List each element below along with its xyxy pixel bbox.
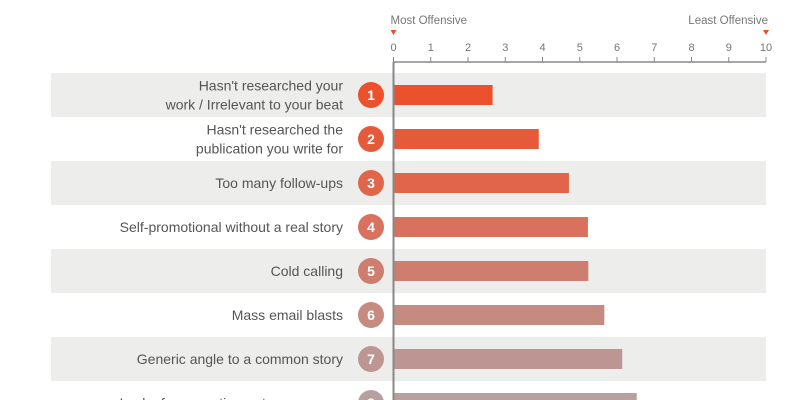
x-tick-label: 0 — [390, 42, 396, 54]
category-label: Too many follow-ups — [215, 175, 343, 191]
category-label: Generic angle to a common story — [137, 351, 343, 367]
rank-number: 1 — [367, 87, 375, 103]
x-tick-label: 9 — [726, 42, 732, 54]
x-tick-label: 5 — [577, 42, 583, 54]
rank-number: 3 — [367, 175, 375, 191]
x-tick-label: 2 — [465, 42, 471, 54]
rank-badge — [358, 390, 384, 400]
category-label: Mass email blasts — [232, 307, 343, 323]
category-label: publication you write for — [196, 141, 343, 157]
x-tick-label: 7 — [651, 42, 657, 54]
x-tick-label: 1 — [428, 42, 434, 54]
x-tick-label: 8 — [688, 42, 694, 54]
most-offensive-marker-icon — [390, 30, 397, 35]
least-offensive-label: Least Offensive — [688, 15, 768, 27]
rank-number: 8 — [367, 395, 375, 400]
bar — [394, 129, 539, 149]
rank-badge — [358, 126, 384, 152]
rank-number: 2 — [367, 131, 375, 147]
rank-badge — [358, 170, 384, 196]
rank-badge — [358, 258, 384, 284]
x-tick-label: 6 — [614, 42, 620, 54]
rank-badge — [358, 346, 384, 372]
category-label: Cold calling — [271, 263, 343, 279]
bar — [394, 349, 623, 369]
bar — [394, 261, 589, 281]
x-tick-label: 4 — [539, 42, 545, 54]
bar — [394, 173, 569, 193]
rank-number: 7 — [367, 351, 375, 367]
category-label: Hasn't researched the — [206, 122, 343, 138]
category-label: Self-promotional without a real story — [120, 219, 343, 235]
category-label: Lack of cooperation or transparency — [120, 395, 343, 400]
rank-number: 4 — [367, 219, 375, 235]
rank-number: 5 — [367, 263, 375, 279]
least-offensive-marker-icon — [763, 30, 769, 35]
rank-badge — [358, 302, 384, 328]
bar — [394, 393, 637, 400]
most-offensive-label: Most Offensive — [391, 15, 468, 27]
bar — [394, 85, 493, 105]
rank-number: 6 — [367, 307, 375, 323]
x-tick-label: 3 — [502, 42, 508, 54]
category-label: work / Irrelevant to your beat — [165, 97, 344, 113]
bar — [394, 217, 588, 237]
rank-badge — [358, 214, 384, 240]
rank-badge — [358, 82, 384, 108]
category-label: Hasn't researched your — [199, 78, 344, 94]
x-tick-label: 10 — [760, 42, 772, 54]
bar — [394, 305, 605, 325]
